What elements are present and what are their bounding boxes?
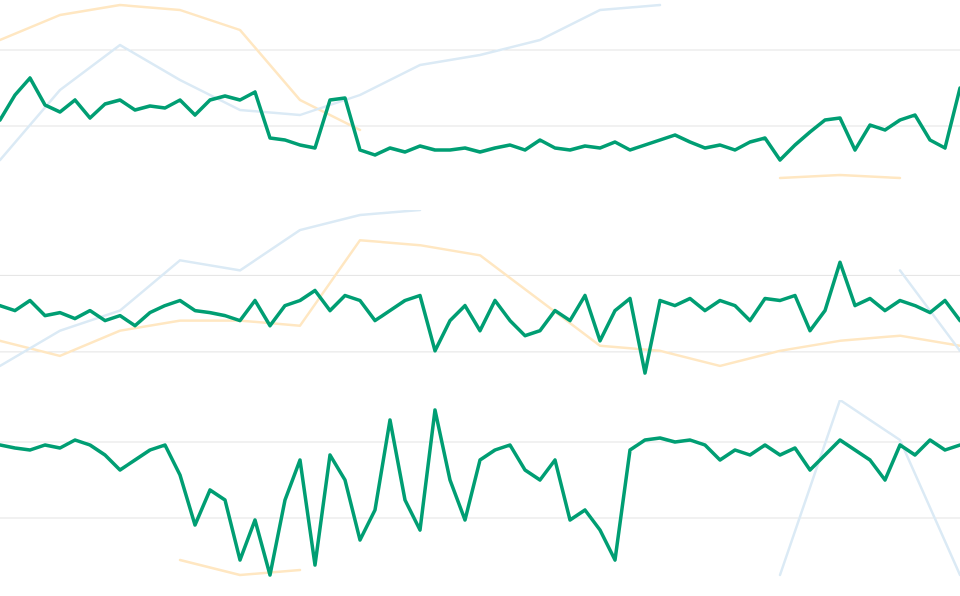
series-line <box>0 3 662 162</box>
series-line <box>0 408 960 577</box>
series-line <box>0 260 960 375</box>
series-line <box>0 210 960 368</box>
series-line <box>0 3 902 180</box>
panel <box>0 3 960 180</box>
series-line <box>178 558 302 577</box>
series-line <box>0 238 960 368</box>
series-line <box>0 76 960 162</box>
series-line <box>778 400 960 577</box>
panel <box>0 210 960 375</box>
panel <box>0 400 960 577</box>
